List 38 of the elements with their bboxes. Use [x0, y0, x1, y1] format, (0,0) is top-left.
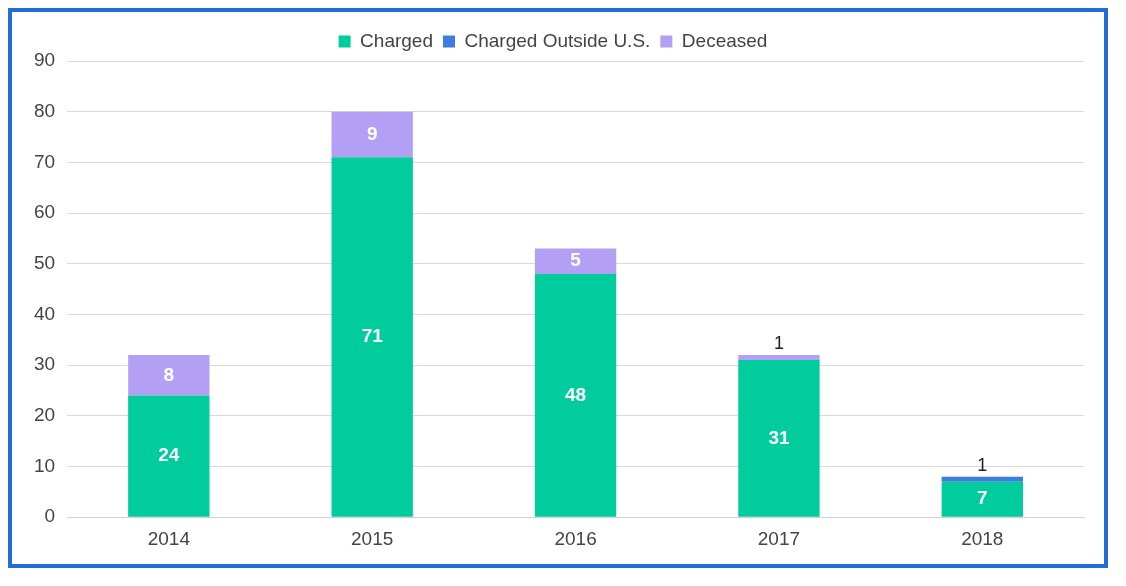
data-label: 48: [565, 383, 587, 405]
y-tick-label: 80: [33, 99, 56, 121]
x-tick-label: 2017: [757, 527, 801, 549]
bar: [941, 481, 1023, 517]
y-tick-label: 20: [33, 404, 56, 426]
y-tick-label: 70: [33, 150, 56, 172]
x-tick-label: 2018: [961, 527, 1004, 549]
bar: [941, 476, 1023, 482]
data-label: 71: [361, 325, 384, 347]
data-label: 9: [366, 122, 378, 144]
data-label: 7: [977, 487, 988, 509]
bar: [738, 360, 820, 517]
data-label: 24: [158, 444, 180, 466]
y-tick-label: 90: [33, 49, 56, 71]
bar: [534, 273, 617, 517]
x-tick-label: 2014: [147, 527, 191, 549]
y-tick-label: 30: [33, 353, 56, 375]
legend-label: Charged: [360, 29, 433, 51]
bar: [128, 395, 210, 517]
bar: [128, 355, 210, 396]
data-label: 1: [773, 332, 784, 353]
y-tick-label: 40: [33, 302, 56, 324]
bar: [331, 111, 413, 158]
data-label: 8: [163, 363, 175, 385]
x-tick-label: 2016: [554, 527, 597, 549]
bar: [738, 355, 820, 361]
data-label: 1: [977, 454, 988, 475]
y-tick-label: 60: [33, 201, 56, 223]
legend-label: Deceased: [681, 29, 768, 51]
data-label: 31: [768, 426, 790, 448]
x-tick-label: 2015: [351, 527, 394, 549]
bar: [331, 157, 413, 517]
y-tick-label: 0: [44, 505, 56, 527]
y-tick-label: 50: [33, 251, 56, 273]
bar: [534, 248, 617, 274]
data-label: 5: [570, 249, 582, 271]
legend-label: Charged Outside U.S.: [464, 29, 651, 51]
y-tick-label: 10: [33, 454, 56, 476]
